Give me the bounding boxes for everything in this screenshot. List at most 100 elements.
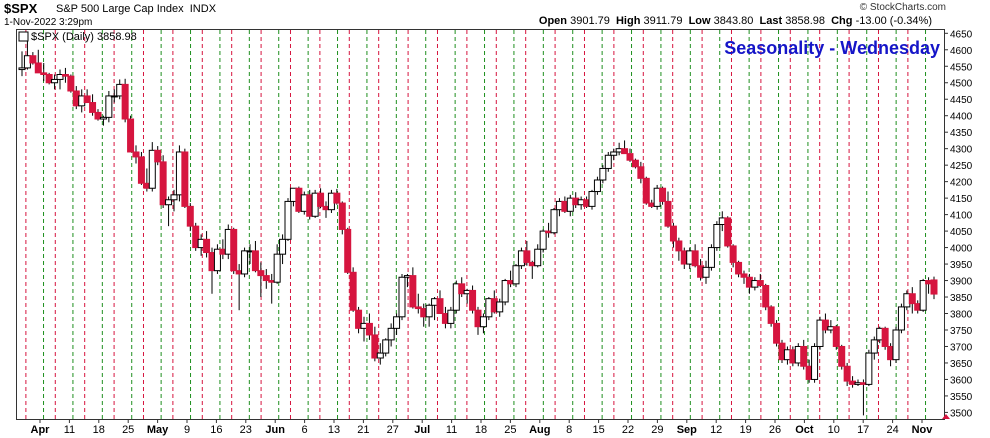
candle-body xyxy=(664,200,672,227)
candle-body xyxy=(18,67,26,71)
y-tick-label: 4450 xyxy=(950,95,973,106)
chg-value: -13.00 (-0.34%) xyxy=(855,15,932,27)
candle-body xyxy=(816,319,824,347)
candle-body xyxy=(469,289,477,311)
y-tick-label: 4550 xyxy=(950,62,973,73)
x-tick-label: Jul xyxy=(414,424,430,436)
x-tick-label: Apr xyxy=(31,424,51,436)
y-tick-label: 4500 xyxy=(950,79,973,90)
candle-body xyxy=(317,192,325,207)
x-tick-label: 18 xyxy=(475,424,487,436)
candle-body xyxy=(393,316,401,329)
candle-body xyxy=(409,275,417,308)
y-tick-label: 3950 xyxy=(950,260,973,271)
open-value: 3901.79 xyxy=(570,15,610,27)
x-tick-label: 25 xyxy=(504,424,516,436)
candle-body xyxy=(870,339,878,354)
legend: $SPX (Daily) 3858.98 xyxy=(18,31,137,43)
candle-body xyxy=(83,95,91,104)
candle-body xyxy=(930,279,938,295)
x-tick-label: 8 xyxy=(566,424,572,436)
candle-body xyxy=(425,304,433,318)
x-tick-label: 21 xyxy=(357,424,369,436)
candle-body xyxy=(159,161,167,206)
candle-body xyxy=(713,224,721,249)
y-tick-label: 4350 xyxy=(950,128,973,139)
candle-body xyxy=(724,217,732,247)
candle-body xyxy=(89,102,97,113)
candle-body xyxy=(865,352,873,385)
candle-body xyxy=(881,327,889,347)
candle-body xyxy=(599,167,607,181)
symbol-description: S&P 500 Large Cap Index INDX xyxy=(56,3,216,15)
candle-body xyxy=(897,306,905,331)
y-tick-label: 4150 xyxy=(950,194,973,205)
last-value: 3858.98 xyxy=(785,15,825,27)
y-tick-label: 3900 xyxy=(950,277,973,288)
candle-body xyxy=(919,280,927,311)
y-tick-label: 3500 xyxy=(950,408,973,419)
y-tick-label: 4250 xyxy=(950,161,973,172)
candle-body xyxy=(832,326,840,347)
candle-body xyxy=(675,240,683,252)
candle-body xyxy=(610,151,618,156)
x-tick-label: 26 xyxy=(769,424,781,436)
quote-summary: Open 3901.79 High 3911.79 Low 3843.80 La… xyxy=(539,15,932,27)
candle-body xyxy=(729,245,737,263)
legend-swatch xyxy=(18,31,29,42)
candle-body xyxy=(165,199,173,206)
candle-body xyxy=(355,309,363,329)
y-tick-label: 4650 xyxy=(950,29,973,40)
high-value: 3911.79 xyxy=(643,15,683,27)
x-tick-label: 18 xyxy=(93,424,105,436)
candle-body xyxy=(56,74,64,80)
candle-body xyxy=(349,271,357,311)
candle-body xyxy=(800,345,808,367)
candle-body xyxy=(203,238,211,254)
y-tick-label: 3650 xyxy=(950,359,973,370)
candle-body xyxy=(593,179,601,193)
candle-body xyxy=(843,365,851,382)
candle-body xyxy=(550,209,558,234)
candle-body xyxy=(34,62,42,74)
y-tick-label: 4000 xyxy=(950,244,973,255)
x-tick-label: Nov xyxy=(912,424,934,436)
copyright: © StockCharts.com xyxy=(859,2,946,13)
candle-body xyxy=(110,95,118,98)
candle-body xyxy=(626,153,634,161)
y-tick-label: 4600 xyxy=(950,46,973,57)
candle-body xyxy=(659,187,667,202)
y-tick-label: 4050 xyxy=(950,227,973,238)
x-tick-label: 6 xyxy=(302,424,308,436)
candle-body xyxy=(414,306,422,310)
candle-body xyxy=(908,293,916,305)
x-tick-label: Oct xyxy=(795,424,814,436)
candle-body xyxy=(257,270,265,277)
candle-body xyxy=(496,301,504,313)
x-tick-label: 22 xyxy=(622,424,634,436)
low-label: Low xyxy=(688,15,711,27)
candle-body xyxy=(735,261,743,275)
candle-body xyxy=(29,55,37,64)
candle-body xyxy=(767,306,775,324)
chart-title: Seasonality - Wednesday xyxy=(724,38,940,58)
y-tick-label: 4300 xyxy=(950,145,973,156)
candle-body xyxy=(740,273,748,278)
candle-body xyxy=(588,191,596,207)
candle-body xyxy=(458,283,466,295)
candle-body xyxy=(707,247,715,268)
candle-body xyxy=(398,276,406,318)
x-tick-label: 12 xyxy=(710,424,722,436)
candle-body xyxy=(230,228,238,272)
x-tick-label: 23 xyxy=(240,424,252,436)
x-tick-label: Jun xyxy=(265,424,285,436)
candle-body xyxy=(892,329,900,361)
candle-body xyxy=(186,205,194,227)
x-tick-label: 11 xyxy=(446,424,457,436)
chg-label: Chg xyxy=(831,15,853,27)
chart-header: $SPX S&P 500 Large Cap Index INDX 1-Nov-… xyxy=(0,0,990,30)
candle-body xyxy=(501,280,509,303)
candle-body xyxy=(762,284,770,308)
candle-body xyxy=(534,248,542,267)
